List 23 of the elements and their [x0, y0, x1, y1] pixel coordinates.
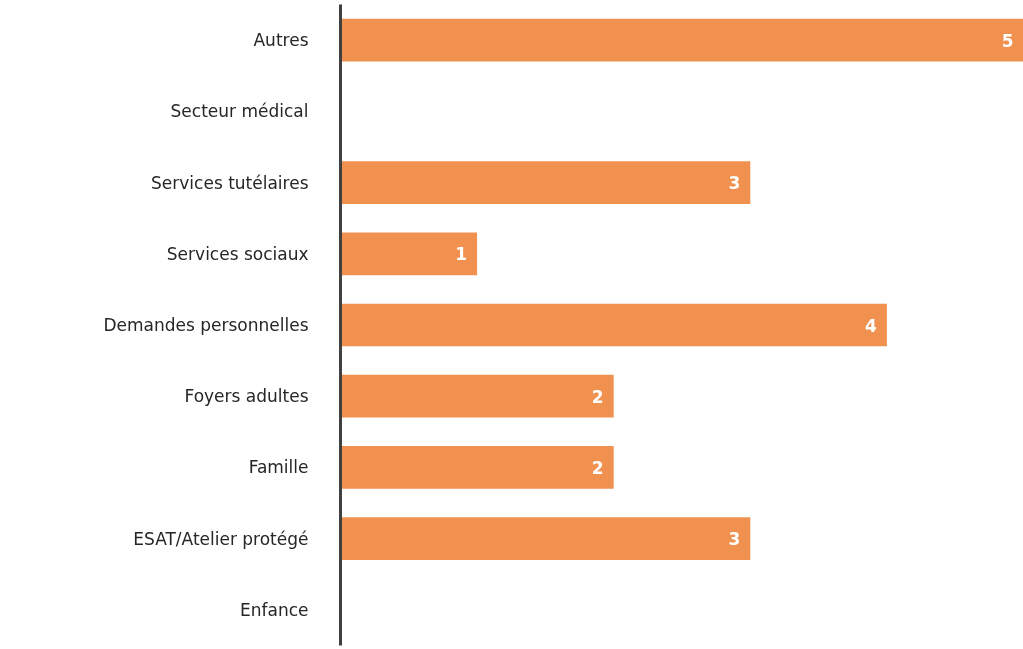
bar — [340, 303, 887, 347]
y-tick-label: Secteur médical — [170, 101, 309, 122]
y-tick-label: Services sociaux — [166, 243, 309, 264]
bar — [340, 232, 478, 276]
data-label: 2 — [591, 457, 604, 478]
y-tick-label: ESAT/Atelier protégé — [133, 528, 309, 549]
data-label: 2 — [591, 386, 604, 407]
bar — [340, 18, 1023, 62]
bar — [340, 517, 751, 561]
y-tick-label: Services tutélaires — [151, 172, 309, 193]
data-label: 3 — [728, 173, 741, 194]
y-tick-label: Foyers adultes — [184, 386, 309, 407]
y-tick-label: Demandes personnelles — [103, 315, 309, 335]
y-tick-label: Autres — [253, 30, 309, 51]
data-label: 1 — [455, 244, 468, 265]
bar — [340, 374, 614, 418]
data-label: 4 — [865, 315, 878, 336]
data-label: 3 — [728, 529, 741, 550]
bar — [340, 161, 751, 204]
bar — [340, 446, 614, 489]
y-tick-label: Enfance — [240, 599, 309, 620]
data-label: 5 — [1001, 30, 1014, 51]
y-tick-label: Famille — [248, 457, 309, 478]
